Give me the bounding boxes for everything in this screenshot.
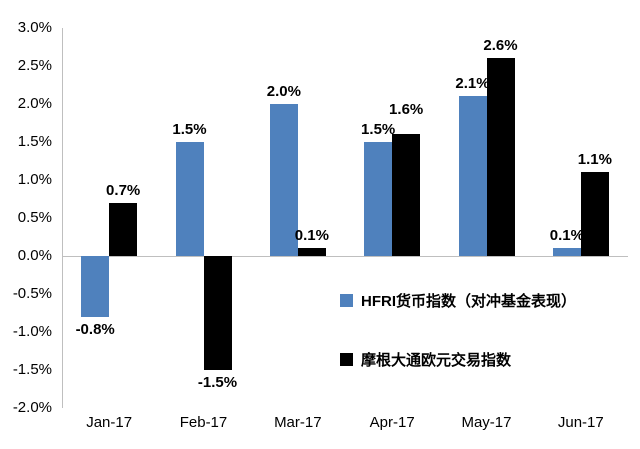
y-tick-label: 0.5% (17, 209, 52, 226)
bar-data-label: 1.5% (172, 121, 207, 138)
bar-series-2 (392, 134, 421, 256)
bar-series-1 (364, 142, 393, 256)
bar-series-2 (109, 202, 138, 256)
y-tick-label: -1.0% (12, 323, 52, 340)
legend-item: HFRI货币指数（对冲基金表现） (340, 290, 576, 311)
bar-data-label: -0.8% (75, 320, 115, 338)
bar-data-label: -1.5% (197, 374, 238, 391)
bar-data-label: 2.6% (483, 37, 518, 55)
bar-data-label: 0.7% (106, 181, 141, 199)
legend-swatch (340, 294, 353, 307)
bar-data-label: 1.5% (361, 121, 396, 138)
y-axis-line (62, 28, 63, 408)
x-axis-label: Feb-17 (179, 414, 228, 431)
zero-axis-line (62, 256, 628, 257)
bar-data-label: 1.6% (389, 101, 424, 119)
y-tick-label: 3.0% (17, 19, 52, 36)
legend-swatch (340, 353, 353, 366)
legend-item: 摩根大通欧元交易指数 (340, 349, 576, 370)
y-tick-label: -2.0% (12, 399, 52, 416)
y-tick-label: 2.5% (17, 57, 52, 74)
legend: HFRI货币指数（对冲基金表现） 摩根大通欧元交易指数 (340, 290, 576, 370)
y-tick-label: -1.5% (12, 361, 52, 378)
x-axis-label: May-17 (461, 414, 512, 431)
bar-series-1 (552, 248, 581, 256)
bar-data-label: 0.1% (294, 227, 329, 245)
bar-data-label: 0.1% (549, 227, 584, 245)
plot-area: -0.8% 0.7% 1.5% -1.5% 2.0% 0.1% 1.5% 1.6% 2.1% 2.… (62, 28, 628, 408)
legend-label: 摩根大通欧元交易指数 (361, 352, 512, 369)
x-axis-label: Apr-17 (369, 414, 415, 431)
x-axis-label: Mar-17 (274, 414, 322, 431)
x-axis-label: Jun-17 (557, 414, 604, 431)
bar-series-2 (203, 256, 232, 370)
bar-data-label: 1.1% (577, 151, 612, 169)
y-axis: 3.0% 2.5% 2.0% 1.5% 1.0% 0.5% 0.0% -0.5% -1.0% -1… (0, 20, 56, 416)
bar-series-1 (269, 104, 298, 256)
legend-label: HFRI货币指数（对冲基金表现） (361, 293, 576, 310)
x-axis-label: Jan-17 (86, 414, 133, 431)
bar-series-1 (458, 96, 487, 256)
bar-series-2 (486, 58, 515, 256)
bar-data-label: 2.0% (266, 83, 301, 100)
y-tick-label: 1.0% (17, 171, 52, 188)
bar-series-1 (175, 142, 204, 256)
bar-series-2 (580, 172, 609, 256)
y-tick-label: 1.5% (17, 133, 52, 150)
y-tick-label: 2.0% (17, 95, 52, 112)
y-tick-label: 0.0% (17, 247, 52, 264)
x-axis: Jan-17 Feb-17 Mar-17 Apr-17 May-17 Jun-17 (62, 414, 628, 436)
bar-series-2 (297, 248, 326, 256)
bar-series-1 (81, 256, 110, 317)
y-tick-label: -0.5% (12, 285, 52, 302)
bar-data-label: 2.1% (455, 75, 490, 93)
